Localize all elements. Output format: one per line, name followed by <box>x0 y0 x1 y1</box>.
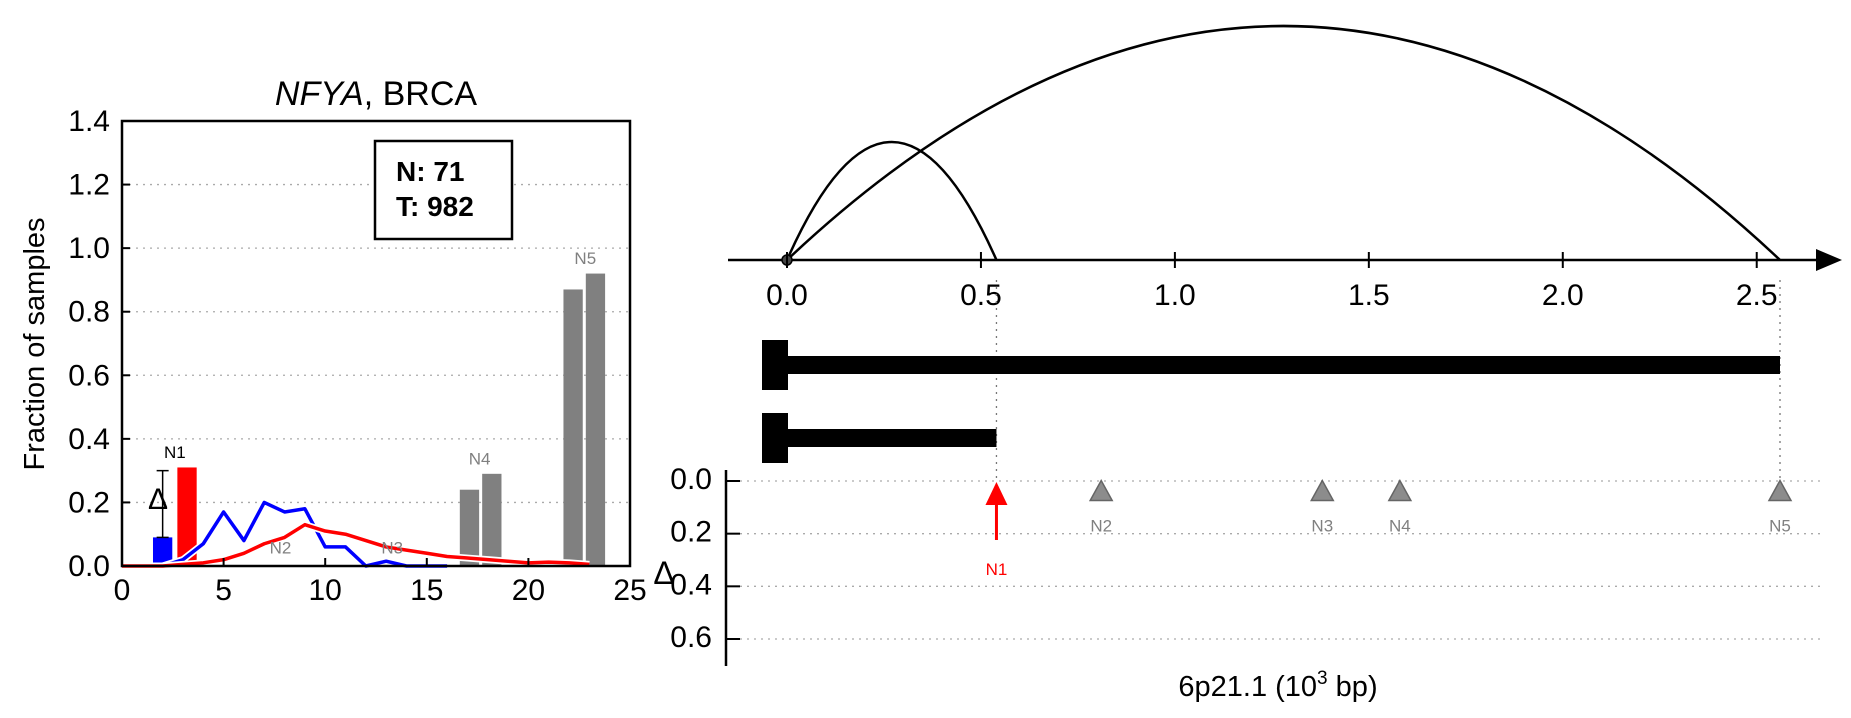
isoform-arc <box>786 24 1781 261</box>
y-tick-label: 1.2 <box>68 169 110 202</box>
y-tick-label: 0.6 <box>68 359 110 392</box>
transcript-start-block <box>762 413 788 463</box>
right-chart: 0.0 0.5 1.0 1.5 2.0 2.5 0.0 0.2 0.4 0.6 N1 N2 N3 N4… <box>653 24 1842 703</box>
marker-label: N4 <box>1389 517 1411 536</box>
x-tick-label: 2.0 <box>1542 279 1584 312</box>
x-tick-label: 25 <box>613 574 646 607</box>
y-tick-label: 0.4 <box>68 423 110 456</box>
normal-count-label: N: 71 <box>396 156 464 187</box>
left-peak-labels: N1 N2 N3 N4 N5 <box>164 249 596 557</box>
left-chart-title: NFYA, BRCA <box>275 75 477 113</box>
sample-count-box <box>373 139 514 241</box>
marker-label: N2 <box>1090 517 1112 536</box>
left-errorbar <box>156 469 169 539</box>
y-tick-label: 0.0 <box>68 550 110 583</box>
xlabel-base: 6p21.1 (10 <box>1178 671 1317 703</box>
marker-triangle-icon <box>1387 478 1413 502</box>
marker-arrow-icon <box>985 482 1008 505</box>
title-cohort: , BRCA <box>364 75 478 113</box>
right-delta-axis-label: Δ <box>653 555 674 591</box>
x-tick-label: 15 <box>410 574 443 607</box>
right-markers: N1 N2 N3 N4 N5 <box>985 478 1793 579</box>
x-tick-label: 0.5 <box>960 279 1002 312</box>
left-ticks: 0.0 0.2 0.4 0.6 0.8 1.0 1.2 1.4 0 5 10 15 20 25 <box>68 105 646 607</box>
right-delta-axis: 0.0 0.2 0.4 0.6 <box>670 463 1822 666</box>
peak-label: N2 <box>270 538 292 557</box>
marker-label: N1 <box>986 560 1008 579</box>
peak-label: N5 <box>574 249 596 268</box>
title-gene: NFYA <box>275 75 364 113</box>
right-position-axis <box>728 249 1842 271</box>
y-tick-label: 1.0 <box>68 232 110 265</box>
xlabel-tail: bp) <box>1328 671 1378 703</box>
bar <box>152 537 173 566</box>
peak-label: N4 <box>469 449 491 468</box>
left-lines <box>122 498 590 570</box>
left-plot-frame <box>120 119 632 568</box>
marker-triangle-icon <box>1310 478 1335 502</box>
peak-label: N1 <box>164 443 186 462</box>
transcript-body <box>787 356 1780 374</box>
y-tick-label: 1.4 <box>68 105 110 138</box>
bar <box>482 473 502 566</box>
marker-triangle-icon <box>1088 478 1114 502</box>
x-tick-label: 0 <box>114 574 131 607</box>
marker-triangle-icon <box>1767 478 1793 502</box>
y-tick-label: 0.8 <box>68 296 110 329</box>
x-tick-label: 2.5 <box>1736 279 1778 312</box>
bar <box>585 273 606 566</box>
transcript-start-block <box>762 340 788 390</box>
bar <box>459 489 480 566</box>
delta-tick-label: 0.4 <box>670 568 712 601</box>
marker-label: N5 <box>1769 517 1791 536</box>
x-tick-label: 20 <box>512 574 545 607</box>
series-line <box>122 522 590 568</box>
isoform-arc <box>785 141 998 261</box>
transcript-body <box>787 429 997 447</box>
x-tick-label: 1.5 <box>1348 279 1390 312</box>
left-chart: N1 N2 N3 N4 N5 0.0 0.2 0.4 0.6 0.8 1.0 1.2 1.4 0 5 10 1… <box>19 75 647 607</box>
left-bars <box>152 273 606 566</box>
bar <box>177 467 197 566</box>
right-transcripts <box>762 340 1780 463</box>
x-tick-label: 10 <box>309 574 342 607</box>
xlabel-exponent: 3 <box>1317 668 1328 689</box>
right-x-axis-label: 6p21.1 (103 bp) <box>1178 668 1377 703</box>
tumor-count-label: T: 982 <box>396 191 474 222</box>
x-tick-label: 5 <box>215 574 232 607</box>
bar <box>563 289 583 566</box>
delta-tick-label: 0.2 <box>670 516 712 549</box>
delta-tick-label: 0.6 <box>670 621 712 654</box>
y-tick-label: 0.2 <box>68 486 110 519</box>
peak-label: N3 <box>381 538 403 557</box>
delta-tick-label: 0.0 <box>670 463 712 496</box>
marker-label: N3 <box>1311 517 1333 536</box>
left-y-axis-label: Fraction of samples <box>19 217 51 470</box>
x-tick-label: 0.0 <box>766 279 808 312</box>
right-arcs <box>785 24 1781 261</box>
right-ticks: 0.0 0.5 1.0 1.5 2.0 2.5 <box>766 252 1778 312</box>
x-tick-label: 1.0 <box>1154 279 1196 312</box>
left-delta-symbol: Δ <box>148 483 168 516</box>
right-guide-lines <box>995 280 1781 480</box>
axis-arrow-icon <box>1816 249 1842 271</box>
